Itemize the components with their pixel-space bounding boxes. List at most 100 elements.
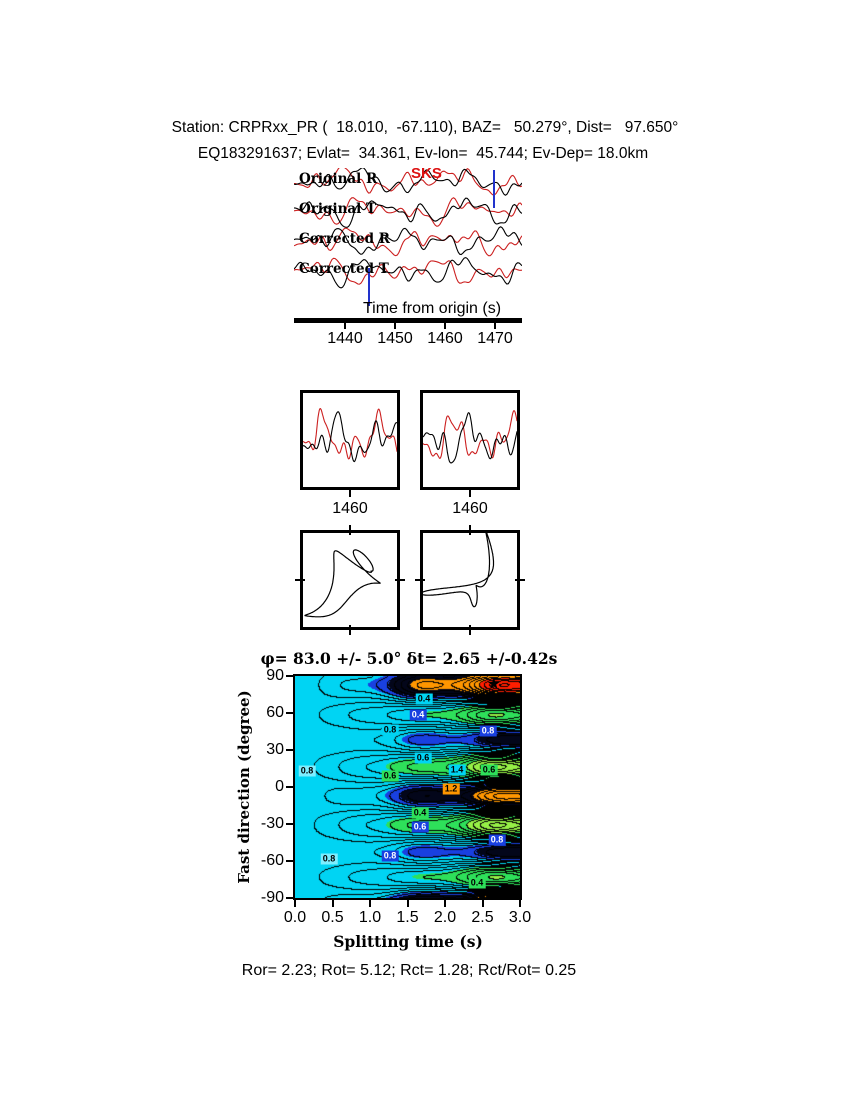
time-tick-label: 1470: [477, 330, 513, 347]
map-y-tick-mark: [286, 823, 293, 825]
trace: [294, 168, 522, 196]
contour-annotation: 0.4: [409, 709, 427, 721]
trace: [303, 407, 397, 460]
particle-motion-curve: [304, 549, 381, 618]
zoom-tick-label: 1460: [332, 500, 368, 517]
trace: [294, 197, 522, 228]
trace: [303, 411, 397, 463]
contour-annotation: 1.4: [448, 764, 466, 776]
map-xlabel: Splitting time (s): [333, 932, 483, 951]
particle-motion-curve: [423, 533, 495, 608]
time-tick-label: 1440: [327, 330, 363, 347]
zoom-tick-label: 1460: [452, 500, 488, 517]
map-title: φ= 83.0 +/- 5.0° δt= 2.65 +/-0.42s: [260, 649, 558, 668]
time-axis-bar: [294, 318, 522, 323]
time-tick-mark: [444, 323, 446, 329]
window-marker: [368, 268, 370, 306]
results-line: Ror= 2.23; Rot= 5.12; Rct= 1.28; Rct/Rot…: [241, 962, 577, 979]
map-x-tick-mark: [331, 900, 334, 907]
trace: [294, 257, 522, 285]
map-y-tick-label: 30: [266, 741, 284, 758]
map-y-tick-mark: [286, 712, 293, 714]
time-tick-label: 1450: [377, 330, 413, 347]
time-axis-label: Time from origin (s): [362, 300, 502, 317]
map-x-tick-mark: [481, 900, 484, 907]
zoom-window-box-left: [300, 390, 400, 490]
contour-annotation: 0.8: [479, 725, 497, 737]
map-x-tick-label: 1.0: [358, 909, 382, 926]
trace-label-2: Corrected R: [299, 231, 390, 247]
contour-annotation: 0.8: [488, 834, 506, 846]
trace: [294, 256, 522, 289]
zoom-tick-mark: [349, 490, 351, 497]
map-y-tick-mark: [286, 749, 293, 751]
particle-tick-mark: [395, 579, 405, 581]
window-marker: [493, 170, 495, 208]
time-tick-label: 1460: [427, 330, 463, 347]
contour-annotation: 0.4: [468, 877, 486, 889]
map-x-tick-mark: [294, 900, 296, 907]
particle-motion-plot-right: [423, 533, 495, 608]
phase-label: SKS: [411, 165, 442, 182]
zoom-tick-mark: [469, 490, 471, 497]
zoom-plot-right: [423, 410, 517, 464]
seismogram-plot: [294, 168, 522, 289]
map-x-tick-label: 0.5: [321, 909, 344, 926]
time-tick-mark: [494, 323, 496, 329]
trace: [423, 410, 517, 460]
map-x-tick-mark: [406, 900, 409, 907]
contour-annotation: 0.8: [381, 724, 399, 736]
particle-tick-mark: [295, 579, 305, 581]
map-x-tick-label: 2.0: [433, 909, 457, 926]
particle-tick-mark: [415, 579, 425, 581]
particle-tick-mark: [515, 579, 525, 581]
trace: [423, 412, 517, 464]
contour-annotation: 0.6: [381, 770, 399, 782]
map-y-tick-label: -90: [260, 889, 284, 906]
contour-annotation: 0.8: [320, 853, 338, 865]
contour-annotation: 0.4: [415, 693, 433, 705]
map-y-tick-label: -30: [260, 815, 284, 832]
station-title: Station: CRPRxx_PR ( 18.010, -67.110), B…: [171, 119, 679, 136]
map-x-tick-label: 2.5: [471, 909, 494, 926]
contour-annotation: 0.6: [414, 752, 432, 764]
contour-annotation: 0.4: [411, 807, 429, 819]
contour-annotation: 0.6: [480, 764, 498, 776]
contour-annotation: 0.8: [298, 765, 316, 777]
particle-motion-plot-left: [304, 549, 381, 618]
splitting-energy-map: [295, 676, 520, 898]
map-y-tick-label: 0: [275, 778, 284, 795]
trace: [294, 227, 522, 257]
event-title: EQ183291637; Evlat= 34.361, Ev-lon= 45.7…: [197, 145, 649, 162]
zoom-window-box-right: [420, 390, 520, 490]
particle-tick-mark: [469, 625, 471, 635]
particle-tick-mark: [349, 625, 351, 635]
trace-label-0: Original R: [299, 171, 378, 187]
map-x-tick-mark: [519, 900, 521, 907]
map-x-tick-label: 0.0: [283, 909, 307, 926]
zoom-plot-left: [303, 407, 397, 463]
map-y-tick-label: 90: [266, 667, 284, 684]
trace-label-1: Original T: [299, 201, 377, 217]
trace-label-3: Corrected T: [299, 261, 389, 277]
map-x-tick-label: 1.5: [396, 909, 419, 926]
map-y-tick-label: 60: [266, 704, 284, 721]
time-tick-mark: [394, 323, 396, 329]
trace: [294, 226, 522, 256]
particle-tick-mark: [349, 525, 351, 535]
map-y-tick-mark: [286, 897, 293, 899]
map-x-tick-label: 3.0: [508, 909, 532, 926]
particle-tick-mark: [469, 525, 471, 535]
map-y-tick-mark: [286, 675, 293, 677]
trace: [294, 168, 522, 196]
contour-annotation: 1.2: [442, 783, 460, 795]
map-x-tick-mark: [369, 900, 371, 907]
trace: [294, 197, 522, 227]
contour-annotation: 0.8: [381, 850, 399, 862]
map-y-tick-mark: [286, 786, 293, 788]
contour-annotation: 0.6: [411, 821, 429, 833]
time-tick-mark: [344, 323, 346, 329]
map-y-tick-mark: [286, 860, 293, 862]
map-y-tick-label: -60: [260, 852, 284, 869]
